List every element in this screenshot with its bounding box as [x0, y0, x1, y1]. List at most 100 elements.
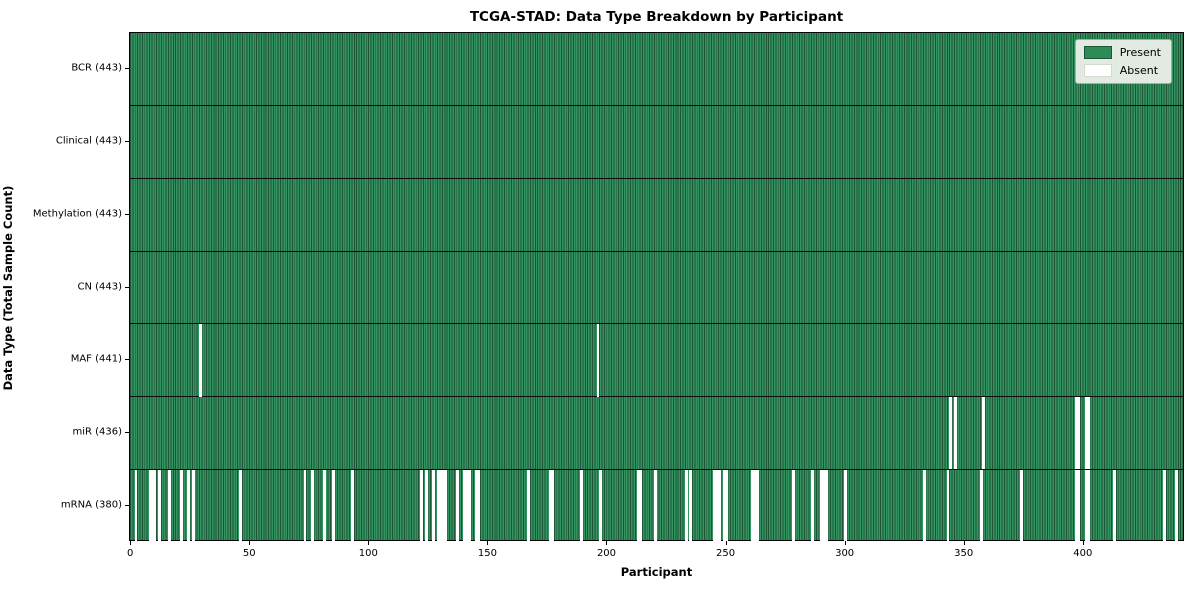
absent-stripe-mRNA-16 — [167, 469, 171, 542]
absent-stripe-miR-398 — [1077, 397, 1081, 470]
legend-item-absent: Absent — [1083, 64, 1161, 77]
x-tick-label: 300 — [835, 548, 855, 559]
x-tick-mark — [963, 541, 965, 545]
legend-swatch-present — [1083, 46, 1112, 59]
row-divider — [130, 105, 1183, 107]
row-label-miR: miR (436) — [72, 426, 122, 438]
absent-stripe-mRNA-122 — [420, 469, 424, 542]
row-divider — [130, 396, 1183, 398]
absent-stripe-mRNA-8 — [148, 469, 152, 542]
row-label-Clinical: Clinical (443) — [55, 135, 122, 147]
absent-stripe-mRNA-233 — [684, 469, 688, 542]
absent-stripe-miR-344 — [948, 397, 952, 470]
x-tick-mark — [249, 541, 251, 545]
absent-stripe-mRNA-46 — [239, 469, 243, 542]
absent-stripe-miR-402 — [1087, 397, 1090, 470]
absent-stripe-mRNA-132 — [444, 469, 447, 542]
absent-stripe-mRNA-130 — [439, 469, 443, 542]
row-label-mRNA: mRNA (380) — [60, 499, 122, 511]
x-tick-mark — [487, 541, 489, 545]
legend-item-present: Present — [1083, 46, 1161, 59]
absent-stripe-mRNA-286 — [810, 469, 814, 542]
chart-title: TCGA-STAD: Data Type Breakdown by Partic… — [469, 9, 844, 25]
x-tick-label: 400 — [1073, 548, 1093, 559]
y-tick-mark — [125, 286, 129, 288]
absent-stripe-mRNA-397 — [1075, 469, 1079, 542]
legend-label: Present — [1119, 46, 1161, 59]
absent-stripe-mRNA-278 — [791, 469, 795, 542]
absent-stripe-mRNA-127 — [432, 469, 436, 542]
absent-stripe-mRNA-291 — [822, 469, 826, 542]
row-label-BCR: BCR (443) — [71, 62, 122, 74]
y-tick-mark — [125, 141, 129, 143]
x-tick-mark — [725, 541, 727, 545]
absent-stripe-mRNA-177 — [551, 469, 555, 542]
absent-stripe-mRNA-357 — [979, 469, 983, 542]
y-tick-mark — [125, 431, 129, 433]
absent-stripe-mRNA-235 — [689, 469, 693, 542]
absent-stripe-mRNA-131 — [441, 469, 445, 542]
absent-stripe-mRNA-26 — [191, 469, 195, 542]
absent-stripe-mRNA-249 — [722, 469, 726, 542]
absent-stripe-mRNA-189 — [579, 469, 583, 542]
absent-stripe-mRNA-213 — [637, 469, 640, 542]
row-label-CN: CN (443) — [77, 281, 122, 292]
absent-stripe-mRNA-197 — [598, 469, 602, 542]
absent-stripe-MAF-29 — [198, 324, 202, 397]
absent-stripe-mRNA-262 — [753, 469, 757, 542]
absent-stripe-mRNA-245 — [713, 469, 717, 542]
absent-stripe-mRNA-343 — [946, 469, 950, 542]
legend-label: Absent — [1119, 64, 1159, 77]
x-tick-mark — [130, 541, 132, 545]
x-tick-mark — [1082, 541, 1084, 545]
absent-stripe-mRNA-76 — [310, 469, 314, 542]
absent-stripe-mRNA-333 — [922, 469, 926, 542]
absent-stripe-mRNA-2 — [134, 469, 138, 542]
absent-stripe-mRNA-290 — [820, 469, 824, 542]
absent-stripe-mRNA-401 — [1084, 469, 1088, 542]
x-axis-label: Participant — [620, 565, 693, 579]
absent-stripe-mRNA-145 — [475, 469, 478, 542]
absent-stripe-mRNA-413 — [1113, 469, 1117, 542]
absent-stripe-mRNA-167 — [527, 469, 531, 542]
absent-stripe-mRNA-140 — [463, 469, 467, 542]
absent-stripe-mRNA-12 — [158, 469, 162, 542]
x-tick-label: 250 — [716, 548, 736, 559]
absent-stripe-mRNA-81 — [322, 469, 326, 542]
absent-stripe-mRNA-250 — [725, 469, 728, 542]
absent-stripe-miR-358 — [982, 397, 986, 470]
absent-stripe-mRNA-214 — [639, 469, 643, 542]
legend-swatch-absent — [1083, 64, 1112, 77]
absent-stripe-mRNA-9 — [151, 469, 155, 542]
row-divider — [130, 177, 1183, 180]
x-tick-label: 100 — [358, 548, 378, 559]
x-tick-mark — [844, 541, 846, 545]
absent-stripe-mRNA-261 — [751, 469, 755, 542]
absent-stripe-mRNA-73 — [303, 469, 307, 542]
absent-stripe-mRNA-263 — [756, 469, 759, 542]
absent-stripe-mRNA-24 — [186, 469, 190, 542]
y-tick-mark — [125, 359, 129, 361]
absent-stripe-mRNA-146 — [477, 469, 481, 542]
absent-stripe-mRNA-374 — [1020, 469, 1024, 542]
absent-stripe-mRNA-220 — [653, 469, 657, 542]
absent-stripe-mRNA-300 — [844, 469, 848, 542]
row-divider — [130, 250, 1183, 252]
absent-stripe-mRNA-129 — [436, 469, 440, 542]
absent-stripe-MAF-196 — [596, 324, 600, 397]
absent-stripe-miR-397 — [1075, 397, 1079, 470]
plot-area: Present Absent — [129, 32, 1184, 542]
x-tick-label: 50 — [242, 548, 256, 559]
x-tick-label: 150 — [477, 548, 497, 559]
absent-stripe-mRNA-439 — [1175, 469, 1179, 542]
x-tick-label: 0 — [127, 548, 134, 559]
absent-stripe-mRNA-292 — [825, 469, 829, 542]
row-label-Methylation: Methylation (443) — [32, 208, 122, 220]
absent-stripe-mRNA-142 — [467, 469, 471, 542]
absent-stripe-mRNA-247 — [717, 469, 721, 542]
absent-stripe-mRNA-398 — [1077, 469, 1081, 542]
y-tick-mark — [125, 213, 129, 215]
x-tick-mark — [368, 541, 370, 545]
x-tick-label: 350 — [954, 548, 974, 559]
